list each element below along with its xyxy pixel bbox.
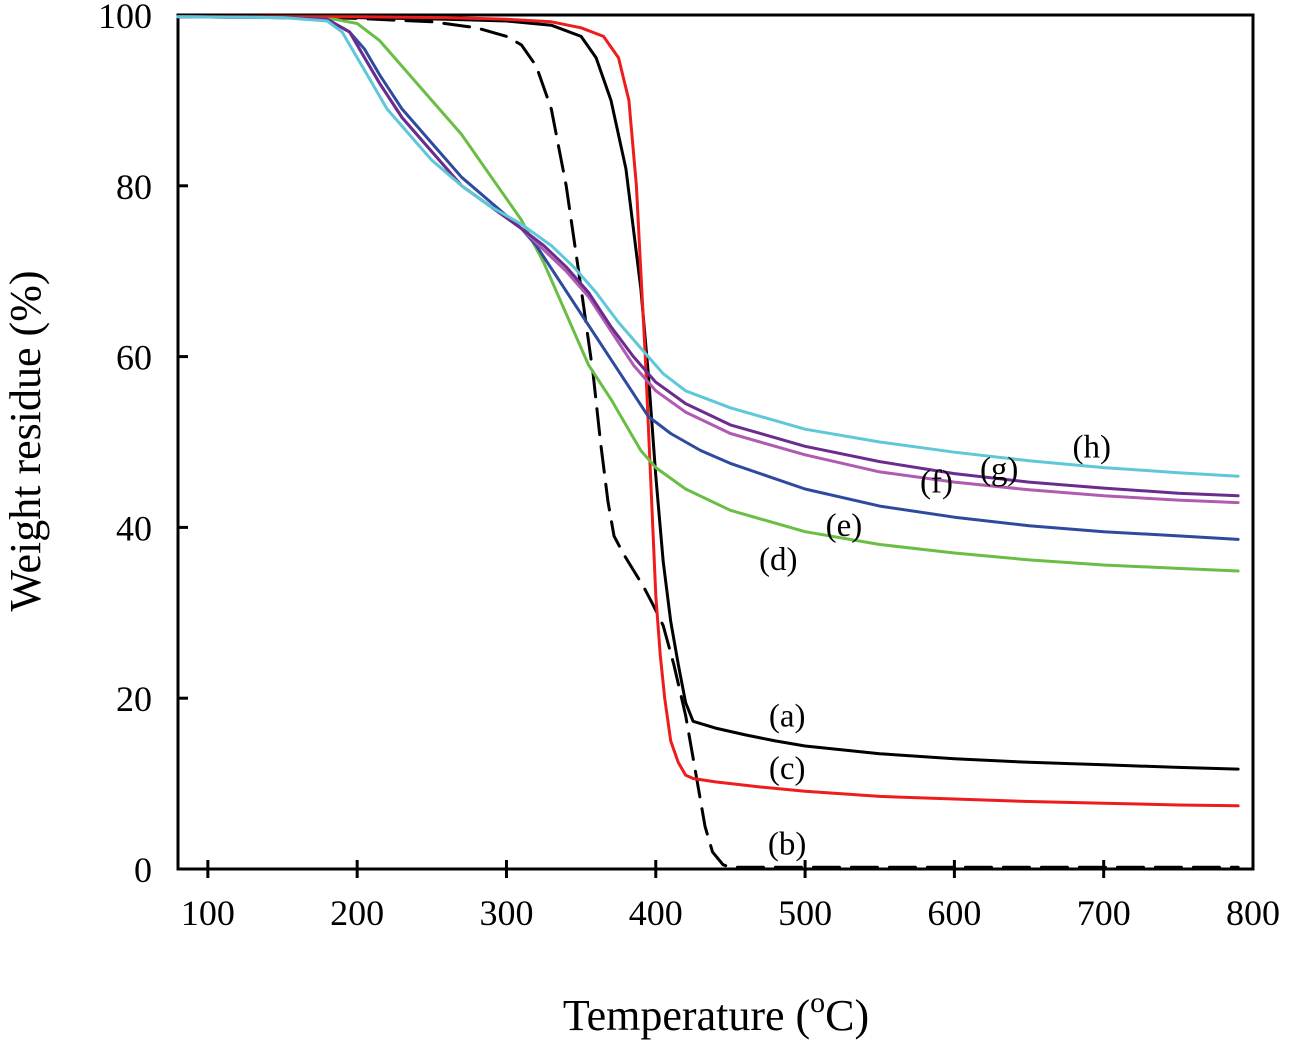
x-axis-title-end: C) (825, 991, 869, 1040)
y-tick-label: 0 (134, 850, 152, 890)
x-tick-label: 200 (330, 893, 384, 933)
x-tick-label: 300 (479, 893, 533, 933)
plot-frame (176, 13, 1255, 871)
series-label-b: (b) (768, 826, 806, 862)
y-tick-label: 60 (116, 338, 152, 378)
series-line-e (176, 15, 1240, 541)
series-label-h: (h) (1073, 429, 1111, 465)
x-axis-title-main: Temperature ( (563, 991, 810, 1040)
plot-area (176, 13, 1255, 871)
series-line-d (176, 15, 1240, 573)
series-line-a (176, 15, 1240, 771)
x-tick-label: 100 (181, 893, 235, 933)
series-line-c (176, 15, 1240, 808)
y-axis-title: Weight residue (%) (1, 271, 50, 612)
y-tick-label: 40 (116, 508, 152, 548)
series-layer (176, 15, 1240, 869)
series-label-g: (g) (980, 451, 1018, 487)
series-label-c: (c) (769, 751, 806, 787)
x-axis-ticks: 100 200 300 400 500 600 700 800 (181, 860, 1280, 933)
y-tick-label: 20 (116, 679, 152, 719)
series-line-g (176, 15, 1240, 498)
series-label-a: (a) (769, 698, 806, 734)
series-line-h (176, 15, 1240, 478)
x-tick-label: 800 (1226, 893, 1280, 933)
y-tick-label: 100 (98, 0, 152, 36)
series-label-e: (e) (826, 508, 863, 544)
y-axis-ticks: 0 20 40 60 80 100 (98, 0, 188, 890)
x-tick-label: 700 (1077, 893, 1131, 933)
series-label-d: (d) (759, 542, 797, 578)
x-tick-label: 600 (927, 893, 981, 933)
x-axis-title: Temperature (oC) (563, 986, 869, 1040)
x-tick-label: 500 (778, 893, 832, 933)
x-axis-title-superscript: o (810, 986, 825, 1019)
series-label-f: (f) (920, 464, 953, 500)
x-tick-label: 400 (629, 893, 683, 933)
y-tick-label: 80 (116, 167, 152, 207)
series-labels: (a) (b) (c) (d) (e) (f) (g) (h) (759, 429, 1111, 862)
series-line-b (176, 15, 1240, 869)
